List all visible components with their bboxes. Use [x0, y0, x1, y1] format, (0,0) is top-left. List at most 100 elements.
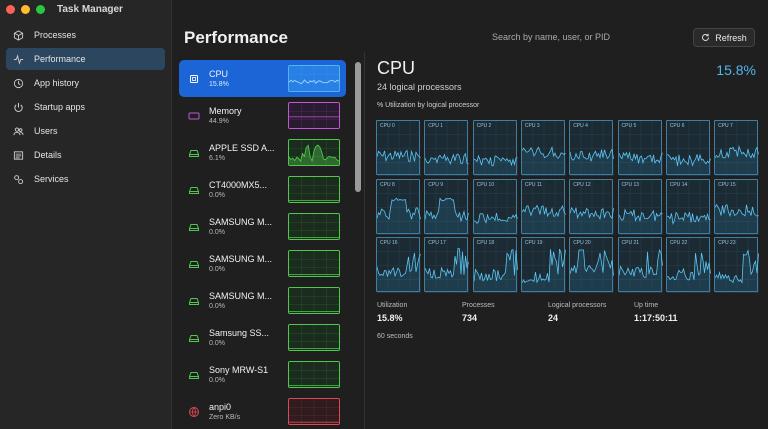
- core-line: [715, 238, 760, 293]
- stat-value: 24: [548, 313, 559, 323]
- core-line: [715, 179, 760, 235]
- cube-icon: [12, 29, 24, 41]
- disk-icon: [187, 183, 201, 197]
- device-item[interactable]: SAMSUNG M... 0.0%: [179, 282, 346, 319]
- stat-up-time: Up time 1:17:50:11: [634, 302, 678, 323]
- sidebar-item-startup-apps[interactable]: Startup apps: [6, 96, 165, 118]
- device-name: SAMSUNG M...: [209, 254, 273, 264]
- core-graph: CPU 0: [376, 120, 421, 176]
- stat-processes: Processes 734: [462, 302, 495, 323]
- sidebar-item-users[interactable]: Users: [6, 120, 165, 142]
- disk-icon: [187, 294, 201, 308]
- device-item[interactable]: CPU 15.8%: [179, 60, 346, 97]
- time-window-label: 60 seconds: [377, 333, 413, 340]
- core-graph: CPU 13: [617, 178, 663, 235]
- core-graph: CPU 9: [424, 178, 470, 235]
- device-item[interactable]: Memory 44.9%: [179, 97, 346, 134]
- device-item[interactable]: CT4000MX5... 0.0%: [179, 171, 346, 208]
- core-line: [521, 121, 566, 176]
- disk-icon: [187, 257, 201, 271]
- device-item[interactable]: Sony MRW-S1 0.0%: [179, 356, 346, 393]
- device-sparkline: [288, 398, 340, 425]
- core-line: [377, 179, 421, 235]
- stat-label: Utilization: [377, 302, 408, 309]
- core-line: [377, 121, 421, 176]
- sidebar-item-label: Users: [34, 126, 58, 136]
- device-value: 0.0%: [209, 377, 225, 384]
- core-graph: CPU 8: [376, 178, 421, 235]
- core-line: [715, 121, 760, 176]
- core-graph: CPU 11: [520, 178, 566, 235]
- stat-utilization: Utilization 15.8%: [377, 302, 407, 323]
- sidebar-item-details[interactable]: Details: [6, 144, 165, 166]
- core-line: [570, 179, 615, 235]
- device-item[interactable]: Samsung SS... 0.0%: [179, 319, 346, 356]
- device-name: CPU: [209, 69, 229, 79]
- minimize-window-button[interactable]: [21, 4, 30, 14]
- core-graph: CPU 16: [376, 237, 421, 293]
- device-sparkline: [288, 250, 340, 277]
- device-item[interactable]: anpi0 Zero KB/s: [179, 393, 346, 429]
- core-label: CPU 14: [669, 181, 688, 188]
- device-name: APPLE SSD A...: [209, 143, 275, 153]
- device-item[interactable]: SAMSUNG M... 0.0%: [179, 245, 346, 282]
- core-graph: CPU 15: [714, 178, 760, 235]
- core-line: [618, 121, 663, 176]
- sidebar-item-processes[interactable]: Processes: [6, 24, 165, 46]
- core-label: CPU 1: [428, 123, 444, 129]
- device-sparkline: [288, 102, 340, 129]
- core-line: [473, 238, 518, 293]
- close-window-button[interactable]: [6, 4, 15, 14]
- core-label: CPU 5: [621, 123, 637, 129]
- core-graph: CPU 1: [424, 120, 470, 176]
- stat-label: Up time: [634, 302, 659, 309]
- cpu-title: CPU: [377, 58, 416, 78]
- pulse-icon: [12, 53, 24, 65]
- core-graph: CPU 5: [617, 120, 663, 176]
- stat-label: Logical processors: [548, 302, 607, 309]
- sidebar-item-performance[interactable]: Performance: [6, 48, 165, 70]
- sidebar-item-services[interactable]: Services: [6, 168, 165, 190]
- core-line: [570, 238, 615, 293]
- device-list-scrollbar[interactable]: [355, 62, 361, 192]
- device-value: 0.0%: [209, 266, 225, 273]
- app-title: Task Manager: [57, 3, 123, 15]
- core-graph: CPU 12: [569, 178, 615, 235]
- device-sparkline: [288, 139, 340, 166]
- core-graph: CPU 4: [569, 120, 615, 176]
- disk-icon: [187, 220, 201, 234]
- device-name: SAMSUNG M...: [209, 291, 273, 301]
- device-sparkline: [288, 65, 340, 92]
- core-label: CPU 22: [669, 240, 688, 246]
- core-line: [521, 179, 566, 235]
- core-line: [666, 238, 711, 293]
- core-line: [473, 121, 518, 176]
- disk-icon: [187, 146, 201, 160]
- memory-icon: [187, 109, 201, 123]
- core-graph: CPU 2: [472, 120, 518, 176]
- core-graph: CPU 21: [617, 237, 663, 293]
- core-line: [473, 179, 518, 235]
- device-sparkline: [288, 176, 340, 203]
- core-label: CPU 4: [573, 123, 588, 129]
- device-sparkline: [288, 213, 340, 240]
- core-label: CPU 11: [524, 181, 543, 188]
- zoom-window-button[interactable]: [36, 4, 45, 14]
- device-item[interactable]: APPLE SSD A... 6.1%: [179, 134, 346, 171]
- sidebar-item-app-history[interactable]: App history: [6, 72, 165, 94]
- device-item[interactable]: SAMSUNG M... 0.0%: [179, 208, 346, 245]
- history-icon: [12, 77, 24, 89]
- core-label: CPU 2: [476, 123, 492, 129]
- device-value: 0.0%: [209, 192, 225, 199]
- device-list: CPU 15.8% Memory 44.9% APPLE SSD A... 6.1% CT4…: [174, 60, 350, 429]
- device-value: 0.0%: [209, 229, 225, 236]
- services-icon: [12, 173, 24, 185]
- refresh-button[interactable]: Refresh: [693, 28, 755, 47]
- core-label: CPU 23: [718, 240, 736, 246]
- core-graph: CPU 7: [714, 120, 760, 176]
- core-label: CPU 21: [621, 240, 640, 246]
- users-icon: [12, 125, 24, 137]
- search-input[interactable]: Search by name, user, or PID: [492, 32, 611, 42]
- core-label: CPU 13: [621, 181, 640, 188]
- core-label: CPU 19: [524, 240, 543, 246]
